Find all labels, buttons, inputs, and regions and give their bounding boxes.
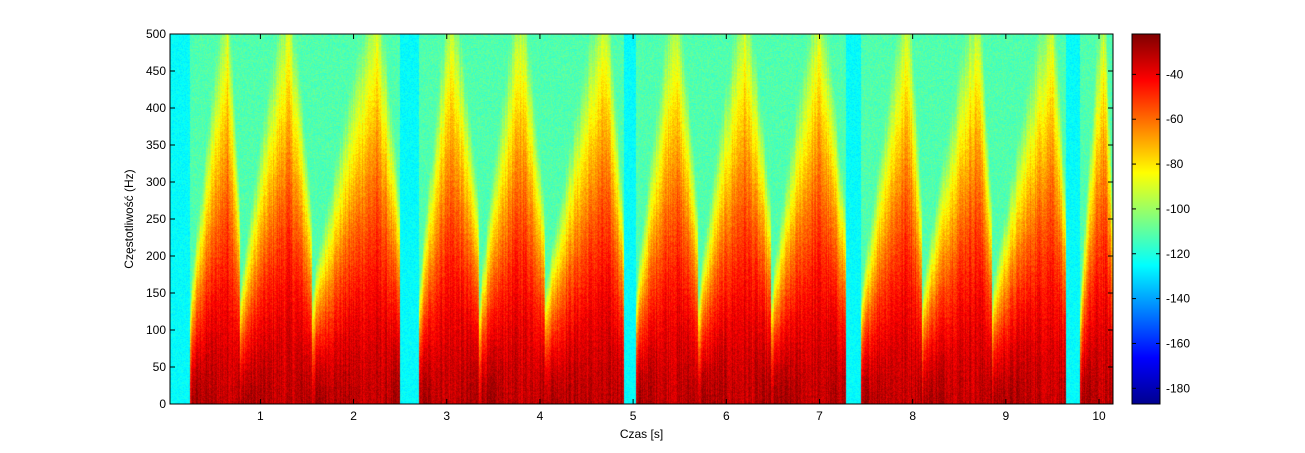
y-tick-label: 400 [146,101,166,115]
x-tick-label: 2 [350,409,357,423]
x-tick-label: 5 [630,409,637,423]
colorbar-tick-label: -60 [1166,112,1184,126]
colorbar-gradient [1132,34,1160,404]
x-tick-label: 10 [1092,409,1106,423]
colorbar-tick-label: -180 [1166,381,1190,395]
colorbar-tick-label: -100 [1166,202,1190,216]
y-tick-label: 0 [159,397,166,411]
y-axis-ticks: 0 50 100 150 200 250 300 350 400 450 500 [146,27,1113,411]
x-tick-label: 7 [816,409,823,423]
y-tick-label: 100 [146,323,166,337]
spectrogram-plot-area [169,33,1114,405]
x-tick-label: 1 [257,409,264,423]
colorbar-frame [1131,33,1161,405]
x-tick-label: 9 [1002,409,1009,423]
colorbar-tick-label: -120 [1166,247,1190,261]
colorbar-tick-label: -80 [1166,157,1184,171]
y-tick-label: 200 [146,249,166,263]
x-tick-label: 6 [723,409,730,423]
x-axis-label: Czas [s] [620,427,663,441]
y-tick-label: 450 [146,64,166,78]
colorbar: -40 -60 -80 -100 -120 -140 -160 -180 [1131,33,1190,405]
y-tick-label: 500 [146,27,166,41]
colorbar-ticks: -40 -60 -80 -100 -120 -140 -160 -180 [1132,67,1190,395]
y-tick-label: 300 [146,175,166,189]
y-tick-label: 350 [146,138,166,152]
x-axis-ticks: 1 2 3 4 5 6 7 8 9 10 [257,34,1106,423]
colorbar-tick-label: -40 [1166,67,1184,81]
x-tick-label: 4 [537,409,544,423]
y-tick-label: 250 [146,212,166,226]
spectrogram-heatmap [170,34,1113,404]
y-tick-label: 150 [146,286,166,300]
colorbar-tick-label: -160 [1166,336,1190,350]
x-tick-label: 8 [909,409,916,423]
y-tick-label: 50 [153,360,167,374]
y-axis-label: Częstotliwość (Hz) [122,169,136,268]
x-tick-label: 3 [443,409,450,423]
colorbar-tick-label: -140 [1166,292,1190,306]
